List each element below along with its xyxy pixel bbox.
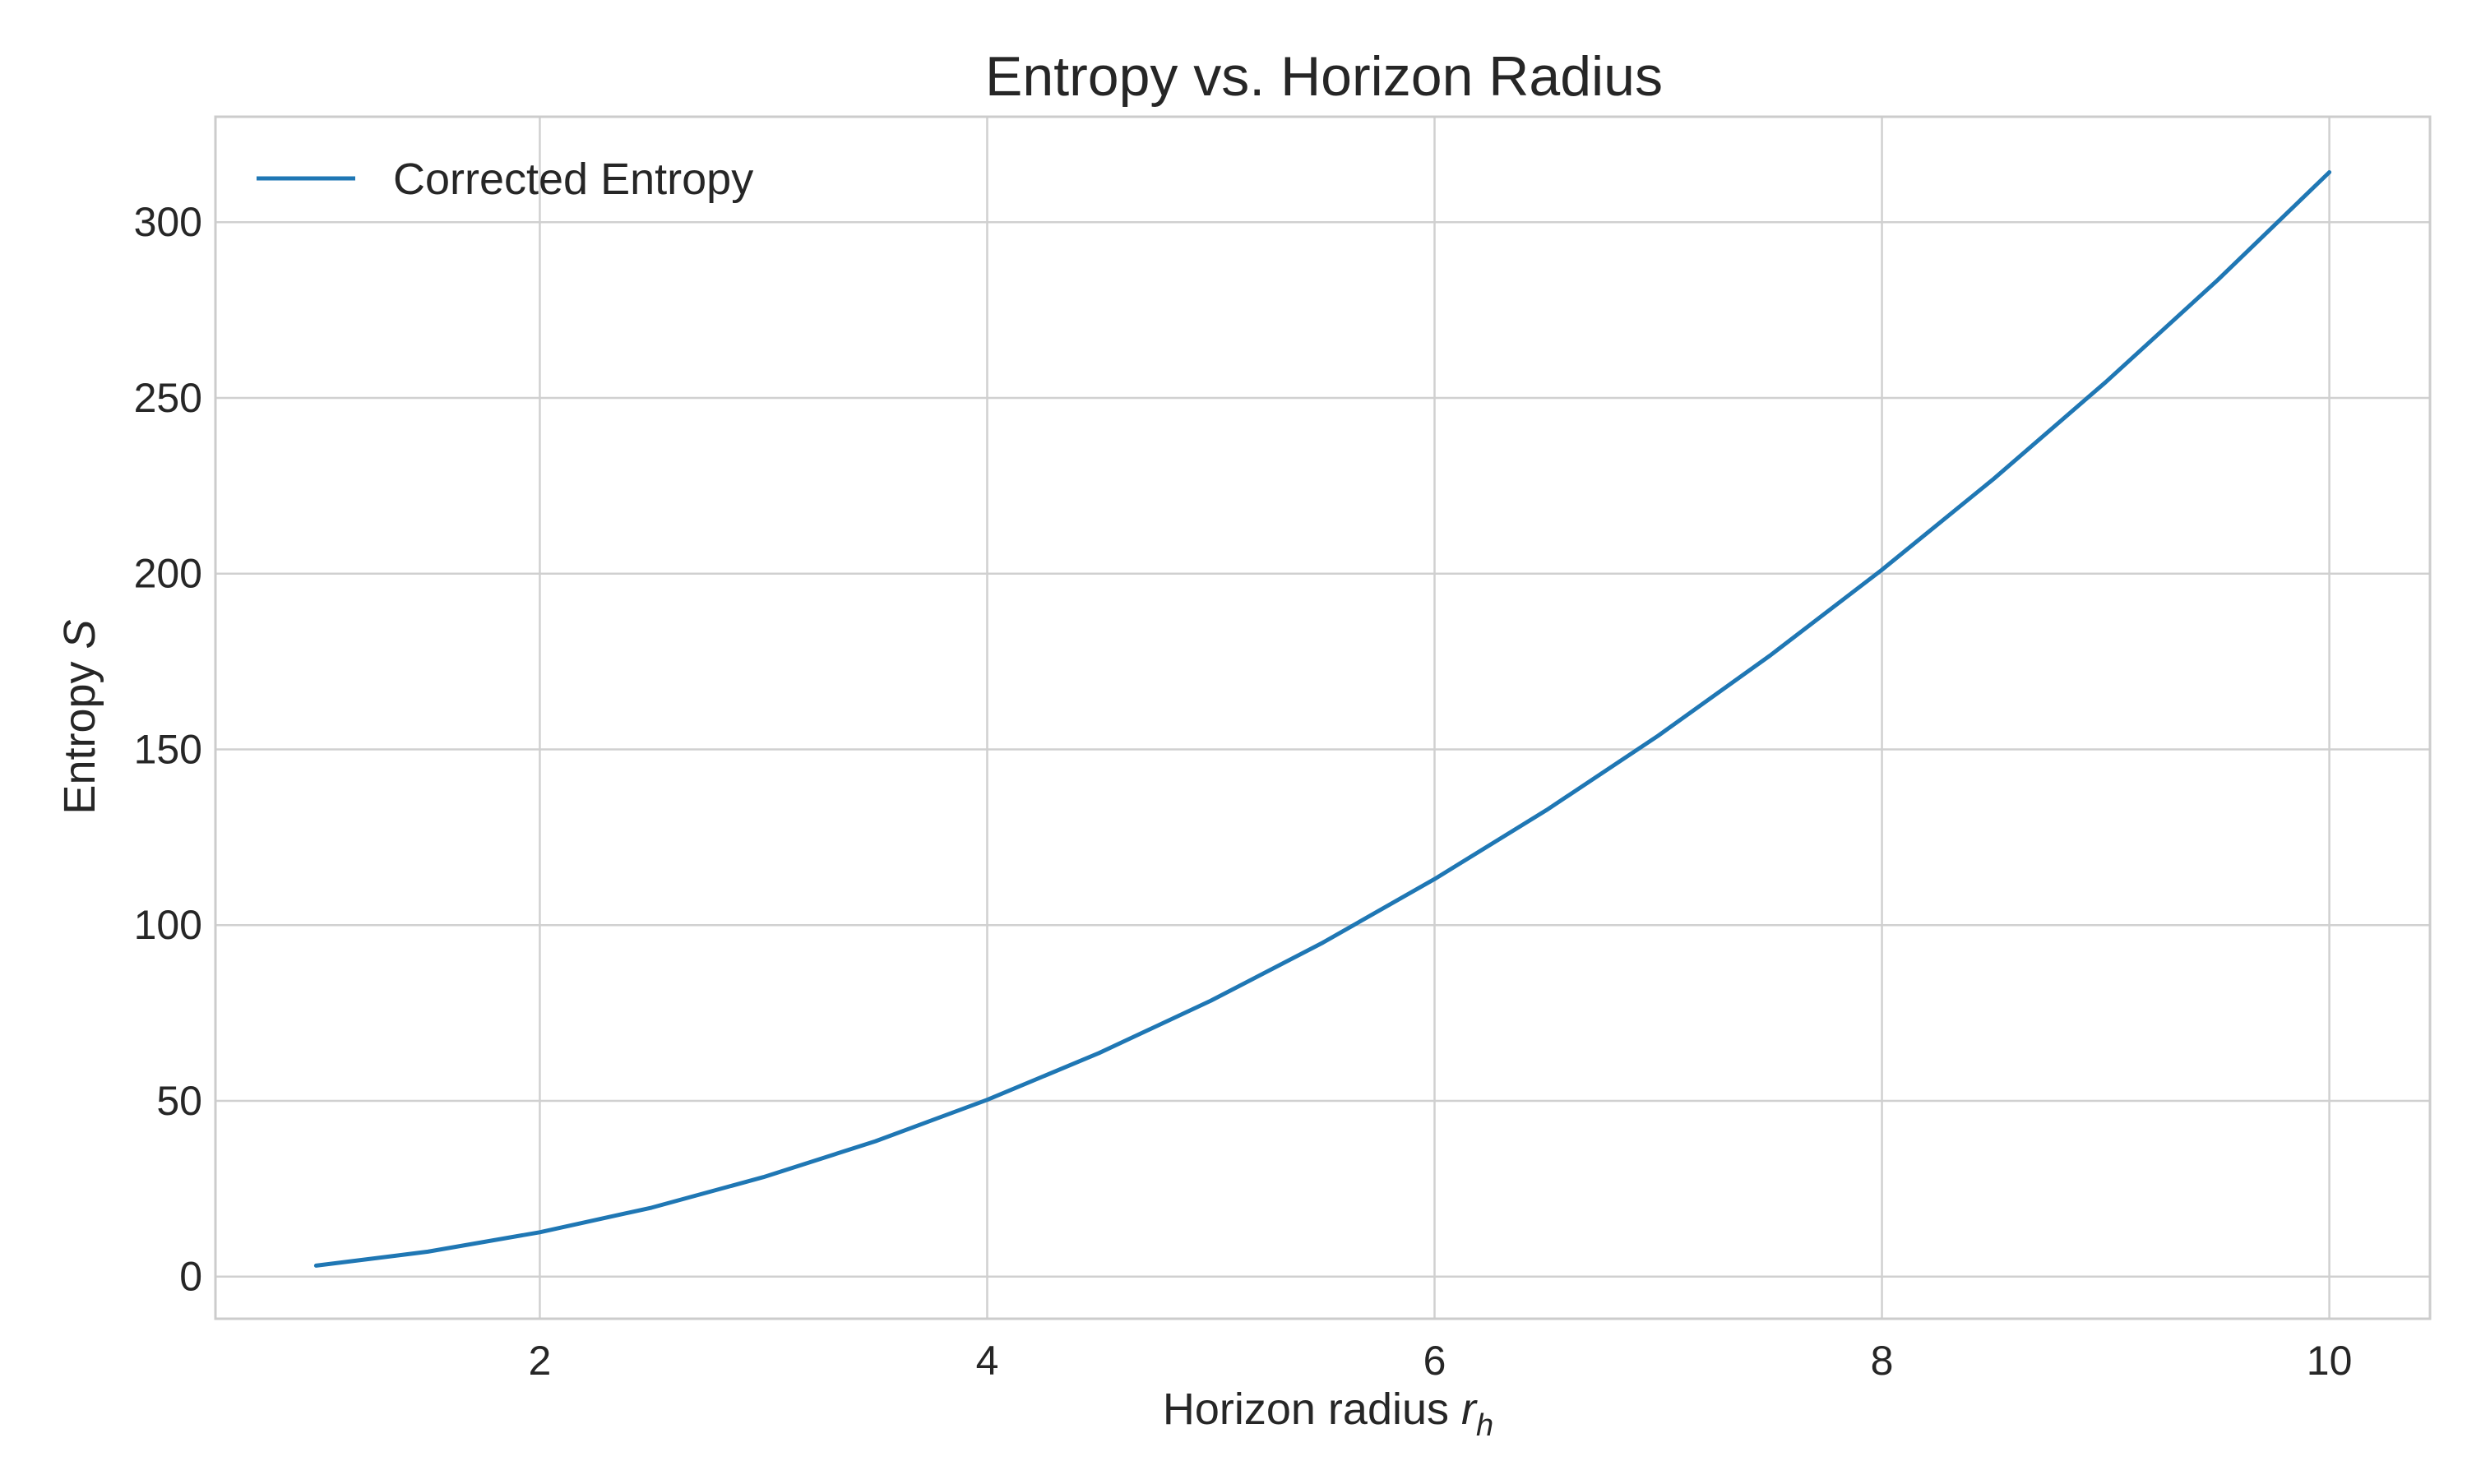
x-tick-label-6: 6 — [1423, 1338, 1446, 1384]
y-axis-label-text: Entropy — [55, 649, 104, 814]
legend: Corrected Entropy — [257, 155, 753, 204]
y-axis-label: Entropy S — [55, 619, 104, 814]
x-axis-label-math: r — [1461, 1385, 1478, 1434]
x-tick-label-4: 4 — [976, 1338, 999, 1384]
y-tick-label-200: 200 — [134, 551, 202, 597]
y-tick-label-150: 150 — [134, 726, 202, 772]
x-tick-label-10: 10 — [2307, 1338, 2353, 1384]
chart-title: Entropy vs. Horizon Radius — [985, 45, 1663, 108]
series-line-0 — [313, 170, 2332, 1268]
x-axis-label-text: Horizon radius — [1163, 1385, 1461, 1434]
x-axis-label: Horizon radius rh — [1163, 1385, 1493, 1443]
x-tick-label-8: 8 — [1871, 1338, 1894, 1384]
y-tick-label-250: 250 — [134, 375, 202, 421]
legend-label-corrected-entropy: Corrected Entropy — [393, 155, 753, 204]
y-tick-label-100: 100 — [134, 902, 202, 948]
y-axis-label-math: S — [55, 619, 104, 649]
grid-layer — [215, 117, 2430, 1319]
y-tick-label-0: 0 — [179, 1254, 202, 1300]
series-layer — [313, 170, 2332, 1268]
x-tick-label-2: 2 — [529, 1338, 552, 1384]
plot-frame — [214, 115, 2432, 1320]
x-axis-label-subscript: h — [1476, 1408, 1493, 1443]
y-tick-label-50: 50 — [156, 1078, 202, 1124]
y-tick-label-300: 300 — [134, 199, 202, 245]
